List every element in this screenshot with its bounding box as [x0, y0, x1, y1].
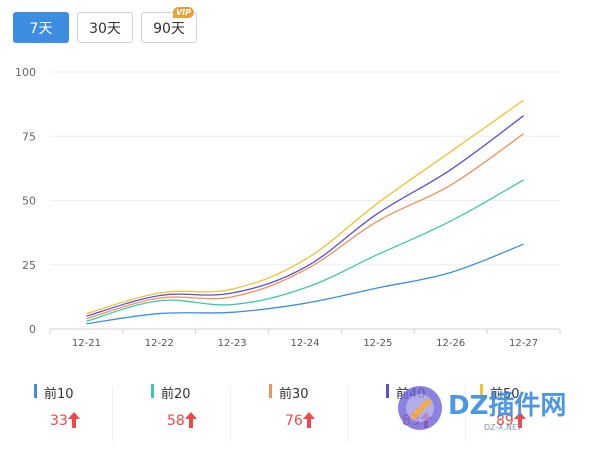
up-arrow-icon	[514, 412, 526, 428]
series-line-前50	[86, 99, 524, 315]
y-tick-label: 25	[22, 259, 36, 272]
x-tick-label: 12-26	[436, 338, 465, 349]
legend-value: 58	[167, 413, 185, 429]
tab-30-days-label: 30天	[89, 20, 121, 37]
legend-name: 前30	[279, 387, 309, 402]
tab-7-days-label: 7天	[29, 20, 53, 37]
legend-divider	[465, 386, 466, 442]
legend-value: 33	[50, 413, 68, 429]
up-arrow-icon	[303, 412, 315, 428]
tab-30-days[interactable]: 30天	[77, 12, 133, 43]
watermark-text: DZ插件网	[448, 391, 566, 421]
legend-divider	[348, 386, 349, 442]
legend-name: 前20	[161, 387, 191, 402]
legend-name: 前10	[44, 387, 74, 402]
up-arrow-icon	[68, 412, 80, 428]
x-tick-label: 12-22	[145, 338, 174, 349]
legend-color-swatch	[386, 384, 389, 398]
legend-item-top10[interactable]: 前10 33	[20, 378, 130, 442]
series-line-前20	[86, 179, 524, 322]
y-tick-label: 100	[15, 66, 36, 79]
range-tabs: 7天 30天 90天 VIP	[13, 7, 197, 43]
y-tick-label: 75	[22, 130, 36, 143]
legend-value: 89	[496, 413, 514, 429]
x-tick-label: 12-21	[72, 338, 101, 349]
watermark-subtext: DZ-X.NET	[484, 423, 522, 432]
x-tick-label: 12-27	[509, 338, 538, 349]
x-tick-label: 12-23	[218, 338, 247, 349]
legend-item-top30[interactable]: 前30 76	[255, 378, 365, 442]
legend-color-swatch	[151, 384, 154, 398]
tab-90-days-label: 90天	[153, 20, 185, 37]
line-chart: 0 25 50 75 100 12-21 12-22 12-23 12-24 12-25 12-26…	[15, 66, 561, 349]
watermark-logo: DZ插件网 DZ-X.NET	[398, 386, 566, 432]
legend-divider	[112, 386, 113, 442]
legend-value: 76	[285, 413, 303, 429]
legend-color-swatch	[34, 384, 37, 398]
tab-90-days[interactable]: 90天 VIP	[141, 7, 197, 43]
x-tick-label: 12-25	[363, 338, 392, 349]
legend-name: 前50	[490, 387, 520, 402]
up-arrow-icon	[185, 412, 197, 428]
legend-color-swatch	[269, 384, 272, 398]
legend-item-top20[interactable]: 前20 58	[137, 378, 247, 442]
vip-badge: VIP	[172, 7, 194, 18]
legend-divider	[230, 386, 231, 442]
legend-item-top50[interactable]: 前50 89	[466, 378, 576, 442]
legend-color-swatch	[480, 384, 483, 398]
x-tick-label: 12-24	[290, 338, 319, 349]
y-tick-label: 0	[29, 323, 36, 336]
y-tick-label: 50	[22, 195, 36, 208]
series-line-前40	[86, 115, 524, 317]
series-line-前30	[86, 133, 524, 320]
tab-7-days[interactable]: 7天	[13, 12, 69, 43]
series-line-前10	[86, 243, 524, 325]
